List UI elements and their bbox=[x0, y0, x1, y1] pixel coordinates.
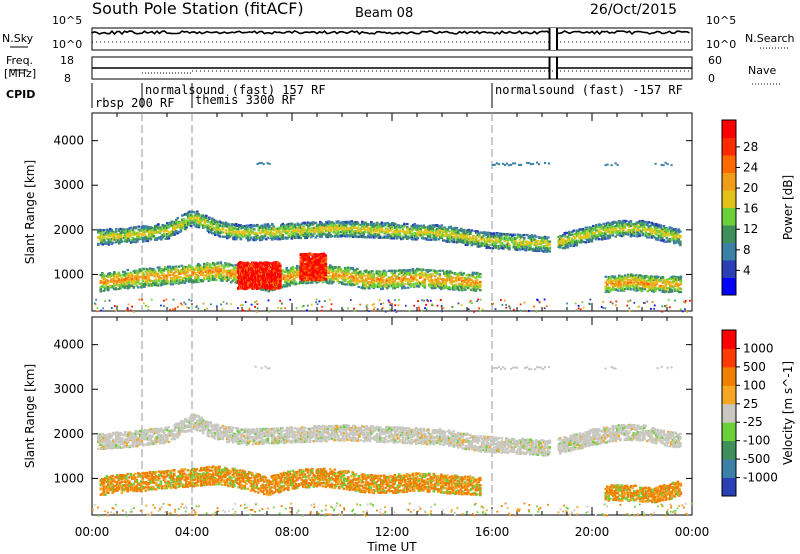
colorbar-frame bbox=[721, 329, 737, 497]
nsky-frame bbox=[91, 27, 693, 51]
echo-pixels bbox=[93, 161, 691, 313]
power-panel: 1000 2000 3000 4000 Slant Range [km] bbox=[23, 112, 693, 313]
colorbar-tick-label: 4 bbox=[743, 263, 751, 277]
x-tick-label: 20:00 bbox=[575, 525, 610, 539]
y-tick-label: 4000 bbox=[53, 338, 84, 352]
colorbar-tick-label: 1000 bbox=[743, 341, 774, 355]
station-title: South Pole Station (fitACF) bbox=[92, 0, 304, 18]
x-tick-label: 04:00 bbox=[175, 525, 210, 539]
colorbar-tick-label: 25 bbox=[743, 397, 758, 411]
y-tick-label: 1000 bbox=[53, 471, 84, 485]
cpid-label: CPID bbox=[6, 88, 35, 101]
nsky-trace bbox=[91, 30, 690, 36]
echo-pixels bbox=[92, 365, 694, 517]
y-tick-label: 3000 bbox=[53, 178, 84, 192]
nsky-label: N.Sky bbox=[2, 32, 34, 45]
cpid-entry: themis 3300 RF bbox=[195, 93, 296, 107]
colorbar-segment bbox=[722, 155, 736, 173]
colorbar-tick-label: 16 bbox=[743, 202, 758, 216]
colorbar-segment bbox=[722, 459, 736, 478]
nave-label: Nave bbox=[748, 64, 776, 77]
date-label: 26/Oct/2015 bbox=[590, 2, 677, 18]
cpid-entry: rbsp 200 RF bbox=[95, 96, 174, 110]
nsearch-tick-top: 10^5 bbox=[706, 14, 736, 27]
nsearch-tick-bottom: 10^0 bbox=[706, 38, 736, 51]
cpid-entry: normalsound (fast) -157 RF bbox=[495, 83, 683, 97]
freq-tick-bottom: 8 bbox=[64, 72, 71, 85]
colorbar-frame bbox=[721, 119, 737, 296]
y-tick-label: 1000 bbox=[53, 267, 84, 281]
colorbar-tick-label: -1000 bbox=[743, 471, 778, 485]
colorbar-segment bbox=[722, 277, 736, 296]
colorbar-segment bbox=[722, 120, 736, 138]
freq-label: Freq. bbox=[6, 54, 33, 67]
colorbar-segment bbox=[722, 330, 736, 349]
x-tick-label: 08:00 bbox=[275, 525, 310, 539]
y-axis-label: Slant Range [km] bbox=[23, 160, 37, 264]
velocity-panel: 1000 2000 3000 4000 Slant Range [km] bbox=[23, 316, 694, 517]
colorbar-segment bbox=[722, 137, 736, 156]
colorbar-segment bbox=[722, 440, 736, 460]
y-tick-label: 4000 bbox=[53, 134, 84, 148]
x-tick-label: 00:00 bbox=[675, 525, 710, 539]
nsky-tick-top: 10^5 bbox=[52, 14, 82, 27]
x-tick-label: 00:00 bbox=[75, 525, 110, 539]
colorbar-segment bbox=[722, 190, 736, 208]
x-tick-label: 12:00 bbox=[375, 525, 410, 539]
colorbar-tick-label: 500 bbox=[743, 360, 766, 374]
colorbar-segment bbox=[722, 403, 736, 423]
colorbar-segment bbox=[722, 385, 736, 405]
colorbar-tick-label: 24 bbox=[743, 160, 758, 174]
nave-tick-top: 60 bbox=[708, 54, 722, 67]
power-colorbar: 4 8 12 16 20 24 28 Power [dB] bbox=[721, 119, 795, 296]
colorbar-tick-label: 20 bbox=[743, 181, 758, 195]
colorbar-segment bbox=[722, 348, 736, 368]
colorbar-segment bbox=[722, 477, 736, 497]
nsky-tick-bottom: 10^0 bbox=[52, 38, 82, 51]
colorbar-segment bbox=[722, 207, 736, 226]
colorbar-segment bbox=[722, 366, 736, 386]
nave-tick-bottom: 0 bbox=[708, 72, 715, 85]
colorbar-tick-label: 8 bbox=[743, 243, 751, 257]
colorbar-label: Velocity [m s^-1] bbox=[781, 361, 795, 465]
y-axis-label: Slant Range [km] bbox=[23, 364, 37, 468]
x-axis-label: Time UT bbox=[366, 540, 417, 554]
colorbar-tick-label: -100 bbox=[743, 434, 770, 448]
colorbar-tick-label: -500 bbox=[743, 452, 770, 466]
beam-label: Beam 08 bbox=[355, 6, 413, 21]
y-tick-label: 2000 bbox=[53, 223, 84, 237]
colorbar-tick-label: 28 bbox=[743, 140, 758, 154]
x-tick-label: 16:00 bbox=[475, 525, 510, 539]
colorbar-segment bbox=[722, 172, 736, 191]
nsearch-label: N.Search bbox=[745, 32, 795, 45]
colorbar-label: Power [dB] bbox=[781, 175, 795, 240]
colorbar-segment bbox=[722, 225, 736, 243]
cpid-entry: normalsound (fast) 157 RF bbox=[145, 83, 326, 97]
summary-panels: N.Sky 10^5 10^0 10^5 10^0 N.Search Freq.[MHz] 1… bbox=[2, 14, 795, 110]
nsky-gap bbox=[549, 28, 557, 50]
y-tick-label: 2000 bbox=[53, 427, 84, 441]
freq-tick-top: 18 bbox=[60, 54, 74, 67]
colorbar-tick-label: -25 bbox=[743, 415, 763, 429]
colorbar-segment bbox=[722, 260, 736, 278]
colorbar-segment bbox=[722, 422, 736, 442]
y-tick-label: 3000 bbox=[53, 382, 84, 396]
colorbar-segment bbox=[722, 242, 736, 261]
freq-unit: [MHz] bbox=[4, 67, 36, 80]
colorbar-tick-label: 12 bbox=[743, 222, 758, 236]
colorbar-tick-label: 100 bbox=[743, 378, 766, 392]
time-axis: 00:00 04:00 08:00 12:00 16:00 20:00 00:00 Time … bbox=[75, 525, 710, 554]
